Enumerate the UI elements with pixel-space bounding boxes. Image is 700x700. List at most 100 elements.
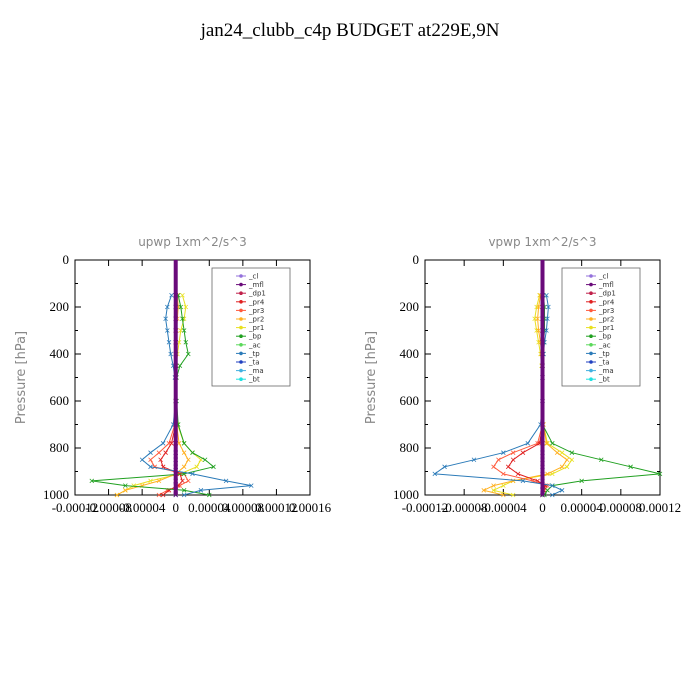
series-line-pr4	[160, 295, 183, 496]
series-point-pr2	[544, 441, 549, 446]
x-tick-label: 0.00012	[255, 500, 297, 515]
x-tick-label: 0	[172, 500, 179, 515]
series-point-pr4	[160, 464, 166, 470]
x-tick-label: 0.00008	[600, 500, 642, 515]
series-point-pr3	[156, 450, 162, 455]
series-point-pr3	[510, 450, 516, 455]
series-point-tp	[165, 328, 170, 333]
series-line-pr1	[116, 295, 202, 496]
legend-box	[561, 267, 641, 387]
series-point-tp	[198, 488, 204, 493]
series-point-pr2	[554, 450, 560, 455]
series-point-pr2	[559, 464, 565, 470]
series-point-tp	[166, 339, 172, 345]
series-point-pr4	[515, 471, 521, 477]
series-point-tp	[550, 492, 555, 498]
series-point-pr1	[178, 328, 184, 333]
series-point-bp	[202, 457, 208, 463]
series-point-pr1	[534, 328, 539, 333]
series-point-tp	[559, 488, 565, 493]
legend-marker	[239, 317, 243, 321]
series-point-tp	[442, 464, 447, 470]
series-point-pr1	[510, 492, 516, 498]
series-point-pr1	[131, 483, 137, 488]
series-point-bp	[180, 316, 185, 322]
series-point-pr2	[501, 492, 506, 498]
series-point-tp	[544, 328, 549, 333]
y-tick-label: 800	[400, 440, 420, 455]
series-point-tp	[223, 478, 229, 484]
series-point-pr2	[176, 441, 182, 446]
series-point-pr1	[194, 464, 199, 470]
series-point-tp	[525, 441, 531, 446]
legend-label: _dp1	[598, 290, 616, 298]
series-point-tp	[248, 483, 254, 488]
series-point-tp	[181, 492, 187, 498]
series-point-pr2	[545, 471, 550, 477]
series-point-tp	[546, 304, 551, 310]
legend-marker	[239, 300, 243, 304]
series-point-tp	[168, 351, 173, 357]
y-axis-label: Pressure [hPa]	[364, 331, 379, 424]
series-point-pr1	[559, 450, 565, 455]
series-point-tp	[520, 478, 526, 484]
series-point-bp	[598, 457, 604, 463]
legend-marker	[239, 282, 243, 287]
panel-title: vpwp 1xm^2/s^3	[488, 235, 596, 249]
series-point-pr4	[180, 478, 185, 484]
series-point-bp	[545, 488, 550, 493]
series-point-tp	[165, 304, 170, 310]
series-point-pr1	[564, 464, 570, 470]
y-tick-label: 400	[50, 346, 70, 361]
series-point-pr1	[180, 292, 185, 298]
x-tick-label: 0.00004	[561, 500, 604, 515]
y-tick-label: 200	[50, 299, 70, 314]
series-point-tp	[148, 450, 153, 455]
series-point-pr3	[491, 464, 496, 470]
series-point-bp	[181, 328, 187, 333]
legend-label: _bp	[598, 333, 612, 341]
y-tick-label: 600	[400, 393, 420, 408]
series-point-bp	[183, 339, 189, 345]
legend-marker	[239, 308, 243, 313]
legend-label: _mfl	[598, 281, 614, 289]
legend-marker	[589, 282, 593, 287]
y-tick-label: 600	[50, 393, 70, 408]
series-point-pr1	[569, 457, 575, 463]
legend-marker	[239, 351, 243, 356]
series-point-pr2	[156, 478, 162, 484]
figure-title: jan24_clubb_c4p BUDGET at229E,9N	[200, 20, 500, 41]
legend-label: _tp	[598, 350, 610, 358]
series-point-pr4	[169, 441, 174, 446]
series-point-pr4	[158, 457, 163, 463]
series-point-pr4	[510, 457, 516, 463]
x-tick-label: 0	[539, 500, 546, 515]
legend-label: _mfl	[248, 281, 264, 289]
y-tick-label: 1000	[43, 487, 69, 502]
legend-label: _pr1	[598, 324, 614, 332]
legend-label: _ta	[248, 359, 260, 367]
x-tick-label: 0.00008	[222, 500, 264, 515]
series-point-tp	[545, 316, 550, 322]
series-point-pr2	[114, 492, 120, 498]
y-tick-label: 0	[63, 252, 70, 267]
series-point-pr2	[481, 488, 487, 493]
series-point-bp	[579, 478, 584, 484]
series-point-pr3	[148, 457, 153, 463]
legend-marker	[239, 334, 243, 339]
series-point-tp	[501, 450, 506, 455]
legend-marker	[589, 291, 593, 296]
x-tick-label: 0.00004	[188, 500, 231, 515]
series-point-bp	[628, 464, 633, 470]
series-point-pr2	[181, 464, 187, 470]
legend-marker	[239, 274, 243, 278]
series-line-pr2	[482, 295, 568, 496]
series-point-bp	[186, 351, 191, 357]
panel-2: vpwp 1xm^2/s^3 Pressure [hPa] 0 200 400 600 80…	[364, 235, 681, 515]
x-tick-label: 0.00012	[639, 500, 681, 515]
series-point-bp	[190, 450, 195, 455]
legend-marker	[239, 291, 243, 296]
legend-label: _pr3	[598, 307, 614, 315]
series-point-tp	[471, 457, 477, 463]
series-point-bp	[569, 450, 575, 455]
